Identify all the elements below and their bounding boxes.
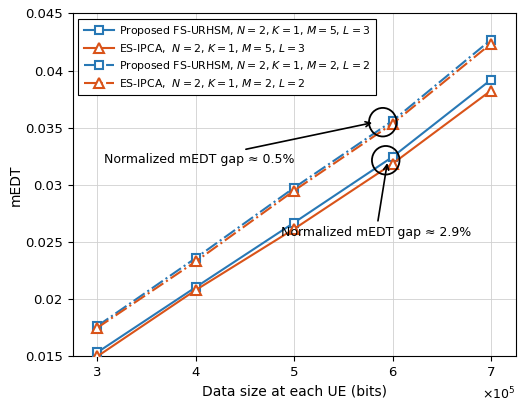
Text: Normalized mEDT gap ≈ 0.5%: Normalized mEDT gap ≈ 0.5% bbox=[104, 122, 370, 166]
ES-IPCA,  $N = 2$, $K = 1$, $M = 2$, $L = 2$ bbox=[94, 325, 101, 330]
Text: $\times10^{5}$: $\times10^{5}$ bbox=[482, 386, 516, 402]
Proposed FS-URHSM, $N = 2$, $K = 1$, $M = 2$, $L = 2$ bbox=[488, 37, 494, 42]
Proposed FS-URHSM, $N = 2$, $K = 1$, $M = 2$, $L = 2$ bbox=[193, 255, 199, 260]
Proposed FS-URHSM, $N = 2$, $K = 1$, $M = 2$, $L = 2$ bbox=[389, 118, 396, 123]
Line: Proposed FS-URHSM, $N = 2$, $K = 1$, $M = 2$, $L = 2$: Proposed FS-URHSM, $N = 2$, $K = 1$, $M … bbox=[93, 36, 495, 330]
ES-IPCA,  $N = 2$, $K = 1$, $M = 2$, $L = 2$ bbox=[193, 259, 199, 264]
ES-IPCA,  $N = 2$, $K = 1$, $M = 5$, $L = 3$ bbox=[193, 288, 199, 293]
ES-IPCA,  $N = 2$, $K = 1$, $M = 2$, $L = 2$ bbox=[291, 188, 297, 193]
Legend: Proposed FS-URHSM, $N = 2$, $K = 1$, $M = 5$, $L = 3$, ES-IPCA,  $N = 2$, $K = 1: Proposed FS-URHSM, $N = 2$, $K = 1$, $M … bbox=[78, 19, 376, 95]
X-axis label: Data size at each UE (bits): Data size at each UE (bits) bbox=[202, 385, 387, 399]
Proposed FS-URHSM, $N = 2$, $K = 1$, $M = 2$, $L = 2$ bbox=[94, 324, 101, 328]
Proposed FS-URHSM, $N = 2$, $K = 1$, $M = 5$, $L = 3$ bbox=[389, 154, 396, 159]
Line: Proposed FS-URHSM, $N = 2$, $K = 1$, $M = 5$, $L = 3$: Proposed FS-URHSM, $N = 2$, $K = 1$, $M … bbox=[93, 76, 495, 356]
ES-IPCA,  $N = 2$, $K = 1$, $M = 5$, $L = 3$ bbox=[389, 161, 396, 166]
Text: Normalized mEDT gap ≈ 2.9%: Normalized mEDT gap ≈ 2.9% bbox=[281, 165, 471, 239]
Proposed FS-URHSM, $N = 2$, $K = 1$, $M = 2$, $L = 2$ bbox=[291, 185, 297, 190]
Proposed FS-URHSM, $N = 2$, $K = 1$, $M = 5$, $L = 3$ bbox=[193, 285, 199, 290]
Y-axis label: mEDT: mEDT bbox=[8, 164, 23, 206]
Line: ES-IPCA,  $N = 2$, $K = 1$, $M = 5$, $L = 3$: ES-IPCA, $N = 2$, $K = 1$, $M = 5$, $L =… bbox=[93, 86, 496, 361]
ES-IPCA,  $N = 2$, $K = 1$, $M = 2$, $L = 2$ bbox=[389, 121, 396, 126]
ES-IPCA,  $N = 2$, $K = 1$, $M = 5$, $L = 3$ bbox=[488, 88, 494, 93]
Proposed FS-URHSM, $N = 2$, $K = 1$, $M = 5$, $L = 3$ bbox=[94, 350, 101, 355]
ES-IPCA,  $N = 2$, $K = 1$, $M = 5$, $L = 3$ bbox=[94, 354, 101, 359]
Proposed FS-URHSM, $N = 2$, $K = 1$, $M = 5$, $L = 3$ bbox=[488, 77, 494, 82]
Proposed FS-URHSM, $N = 2$, $K = 1$, $M = 5$, $L = 3$ bbox=[291, 220, 297, 225]
Line: ES-IPCA,  $N = 2$, $K = 1$, $M = 2$, $L = 2$: ES-IPCA, $N = 2$, $K = 1$, $M = 2$, $L =… bbox=[93, 39, 496, 332]
ES-IPCA,  $N = 2$, $K = 1$, $M = 5$, $L = 3$ bbox=[291, 226, 297, 231]
ES-IPCA,  $N = 2$, $K = 1$, $M = 2$, $L = 2$ bbox=[488, 41, 494, 46]
